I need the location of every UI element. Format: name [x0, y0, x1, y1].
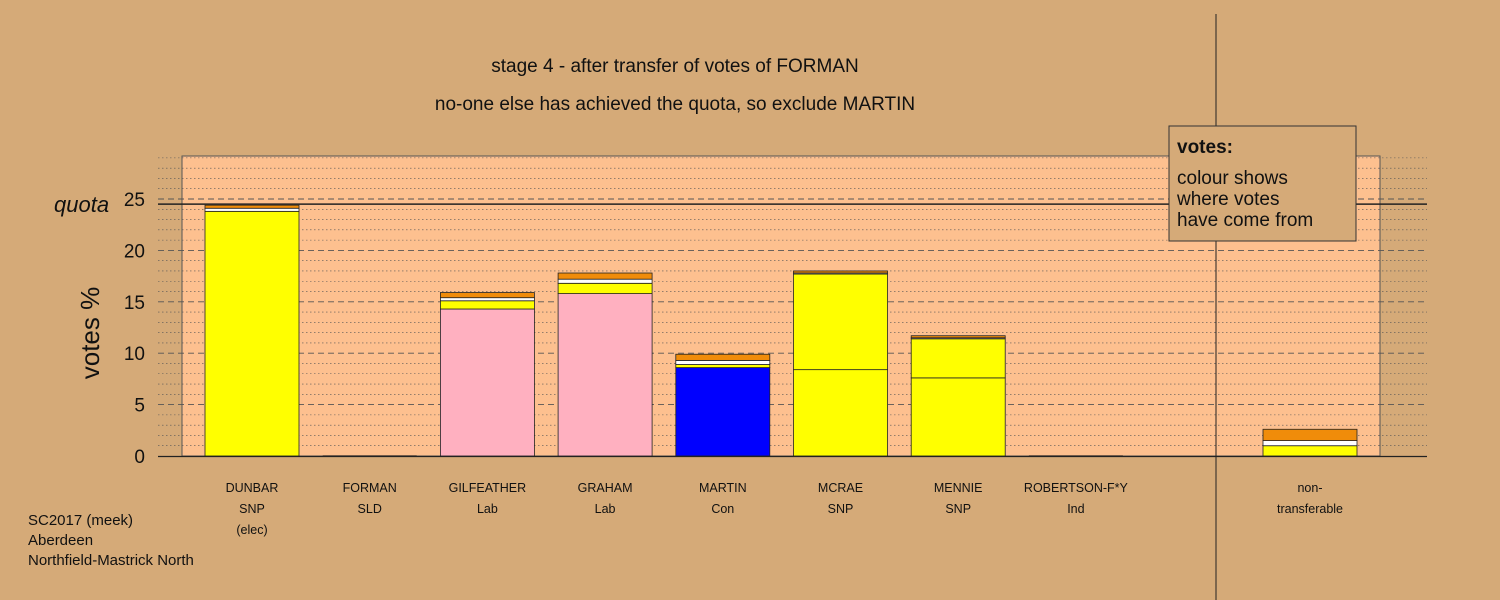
candidate-note: (elec) — [236, 523, 267, 537]
bar-segment — [557, 272, 653, 280]
legend-background — [1168, 125, 1357, 242]
bar-segment — [910, 338, 1006, 379]
candidate-party: Con — [711, 502, 734, 516]
y-tick-label: 20 — [124, 241, 145, 262]
chart-subtitle: no-one else has achieved the quota, so e… — [435, 94, 915, 115]
y-tick-label: 5 — [134, 396, 145, 417]
caption: SC2017 (meek) Aberdeen Northfield-Mastri… — [28, 512, 194, 569]
legend-line: where votes — [1176, 189, 1279, 210]
bar-segment — [1262, 428, 1358, 441]
bar-segment — [204, 204, 300, 209]
candidate-party: SNP — [828, 502, 854, 516]
bar-segment — [439, 308, 535, 457]
candidate-party: SLD — [358, 502, 382, 516]
candidate-party: SNP — [239, 502, 265, 516]
bar-segment — [204, 207, 300, 212]
candidate-party: Lab — [477, 502, 498, 516]
candidate-name: DUNBAR — [226, 481, 279, 495]
y-tick-label: 25 — [124, 190, 145, 211]
candidate-name: MCRAE — [818, 481, 863, 495]
bar-segment — [793, 273, 888, 371]
bar-segment — [1262, 440, 1358, 447]
bar-segment — [439, 292, 535, 299]
candidate-name: GRAHAM — [578, 481, 633, 495]
y-axis: 0 5 10 15 20 25 — [124, 190, 145, 468]
candidate-party: Ind — [1067, 502, 1084, 516]
candidate-party: SNP — [945, 502, 971, 516]
candidate-name: FORMAN — [343, 481, 397, 495]
bar-segment — [557, 282, 653, 294]
bar-segment — [439, 300, 535, 310]
legend-line: colour shows — [1177, 168, 1288, 189]
caption-line: SC2017 (meek) — [28, 512, 133, 529]
caption-line: Aberdeen — [28, 532, 93, 549]
candidate-name: MENNIE — [934, 481, 983, 495]
bar-segment — [675, 359, 771, 365]
bar-segment — [557, 278, 653, 284]
bar-segment — [557, 293, 653, 457]
candidate-name: ROBERTSON-F*Y — [1024, 481, 1129, 495]
nontransferable-label: non- — [1297, 481, 1322, 495]
bar-segment — [675, 364, 771, 368]
bar-segment — [910, 335, 1006, 339]
bar-segment — [910, 377, 1006, 457]
legend-title: votes: — [1177, 137, 1233, 158]
bar-segment — [675, 353, 771, 361]
legend-line: have come from — [1177, 210, 1313, 231]
nontransferable-label: transferable — [1277, 502, 1343, 516]
y-tick-label: 10 — [124, 344, 145, 365]
y-tick-label: 0 — [134, 447, 145, 468]
bar-segment — [675, 367, 771, 457]
quota-label: quota — [54, 192, 109, 217]
y-tick-label: 15 — [124, 293, 145, 314]
bar-segment — [1262, 445, 1358, 457]
legend-box: votes: colour shows where votes have com… — [1168, 125, 1357, 242]
y-axis-label: votes % — [75, 287, 105, 380]
candidate-party: Lab — [595, 502, 616, 516]
bar-segment — [439, 297, 535, 302]
candidate-name: MARTIN — [699, 481, 747, 495]
caption-line: Northfield-Mastrick North — [28, 552, 194, 569]
x-axis-labels: DUNBAR SNP (elec) FORMAN SLD GILFEATHER Lab GRA… — [226, 481, 1343, 537]
chart-title: stage 4 - after transfer of votes of FOR… — [491, 56, 858, 77]
bar-segment — [793, 369, 888, 457]
bar-segment — [204, 210, 300, 457]
bar-segment — [793, 270, 888, 274]
candidate-name: GILFEATHER — [449, 481, 527, 495]
